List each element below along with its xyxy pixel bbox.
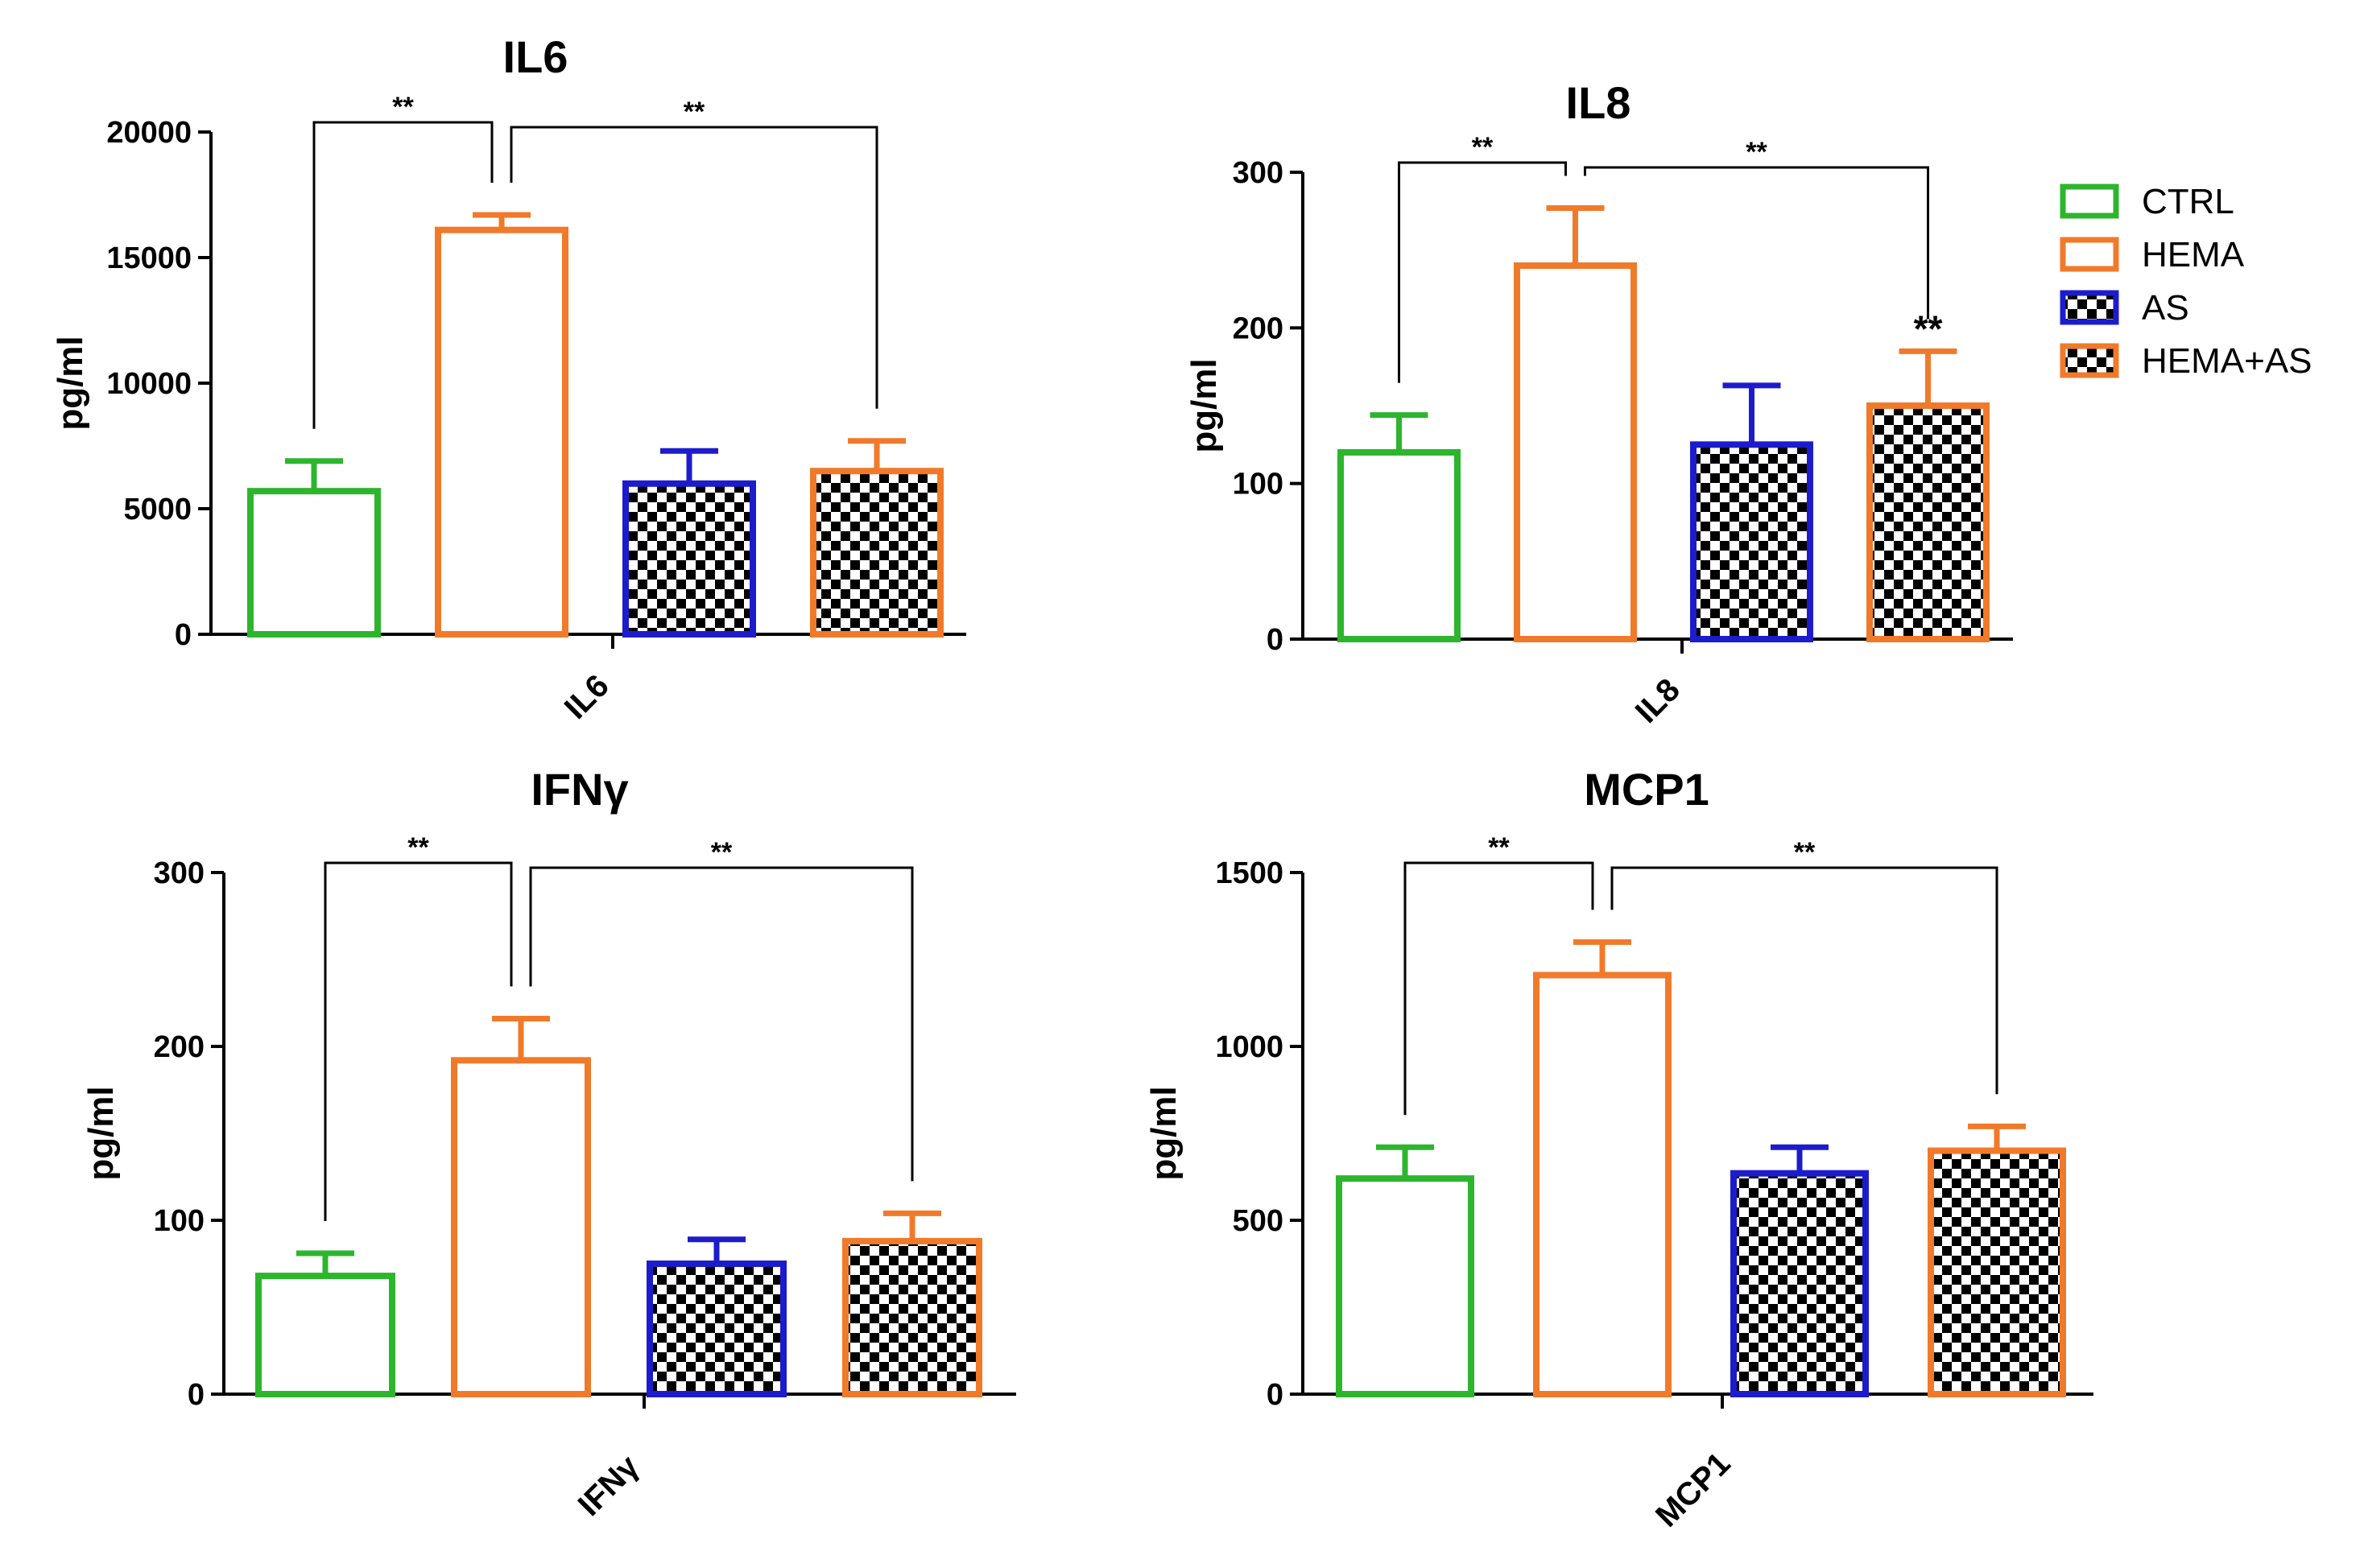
x-category-label: IL6 [558, 668, 616, 726]
chart-panel-3: IFNγ pg/ml 0 100 200 300 IFNγ ** ** [81, 764, 1016, 1523]
significance-label: ** [1794, 837, 1816, 868]
significance-label: ** [1488, 832, 1510, 863]
y-tick-label: 300 [154, 856, 205, 890]
significance-label: ** [1746, 137, 1767, 167]
bar-hema-as [810, 468, 944, 638]
y-axis-label: pg/ml [1184, 358, 1224, 452]
bar-hema [1514, 262, 1637, 642]
bar-ctrl [255, 1273, 395, 1397]
y-tick-label: 1500 [1215, 856, 1283, 890]
bar-as [647, 1261, 787, 1397]
significance-bracket [1403, 861, 1594, 1116]
bar-hema [451, 1057, 591, 1398]
bar-hema [1533, 972, 1672, 1397]
bar-hema-as [1928, 1147, 2066, 1397]
significance-bracket [1398, 161, 1567, 383]
x-category-label: MCP1 [1649, 1446, 1738, 1534]
significance-bracket [529, 866, 914, 1182]
chart-title: IL8 [1566, 77, 1631, 128]
bar-ctrl [1336, 1175, 1474, 1398]
legend-swatch-hema-as [2060, 343, 2119, 378]
y-tick-label: 500 [1233, 1204, 1283, 1238]
legend-label: CTRL [2142, 182, 2234, 221]
x-category-label: IFNγ [572, 1448, 647, 1523]
chart-title: IL6 [503, 31, 568, 82]
significance-label: ** [407, 832, 429, 863]
bar-as [622, 480, 756, 638]
legend-swatch-hema [2060, 237, 2119, 272]
y-tick-label: 10000 [106, 367, 192, 401]
y-tick-label: 20000 [106, 116, 192, 150]
significance-label: ** [684, 97, 705, 127]
legend: CTRL HEMA AS HEMA+AS [2060, 182, 2312, 381]
bar-as [1730, 1170, 1869, 1398]
significance-bracket [312, 121, 494, 429]
y-axis-label: pg/ml [51, 336, 90, 430]
bar-hema-as [1866, 402, 1990, 642]
chart-title: MCP1 [1584, 764, 1709, 815]
y-tick-label: 100 [154, 1204, 205, 1238]
significance-bracket [324, 861, 513, 1222]
significance-bracket [510, 126, 878, 409]
bar-as [1690, 441, 1813, 642]
legend-swatch-as [2060, 290, 2119, 325]
y-tick-label: 100 [1233, 468, 1283, 501]
chart-panel-4: MCP1 pg/ml 0 500 1000 1500 MCP1 ** ** [1144, 764, 2093, 1534]
bar-ctrl [247, 488, 381, 638]
y-tick-label: 0 [1267, 623, 1283, 657]
legend-label: HEMA+AS [2142, 341, 2312, 381]
chart-panel-1: IL6 pg/ml 0 5000 10000 15000 20000 IL6 ** ** [51, 31, 966, 726]
legend-label: HEMA [2142, 235, 2245, 274]
y-tick-label: 200 [154, 1030, 205, 1064]
bar-ctrl [1337, 449, 1461, 642]
y-tick-label: 300 [1233, 156, 1283, 190]
chart-title: IFNγ [531, 764, 628, 815]
y-tick-label: 0 [175, 618, 192, 652]
significance-bracket [1584, 166, 1929, 320]
significance-bracket [1610, 866, 1998, 1095]
significance-label: ** [711, 837, 733, 868]
bar-hema [435, 226, 568, 638]
y-tick-label: 1000 [1215, 1030, 1283, 1064]
y-tick-label: 0 [188, 1378, 205, 1412]
bar-hema-as [842, 1237, 982, 1398]
y-tick-label: 0 [1267, 1378, 1283, 1412]
y-axis-label: pg/ml [1144, 1086, 1184, 1180]
x-category-label: IL8 [1629, 672, 1687, 730]
y-axis-label: pg/ml [81, 1086, 121, 1180]
significance-label: ** [1472, 132, 1494, 163]
significance-label: ** [392, 92, 414, 122]
legend-label: AS [2142, 288, 2189, 328]
y-tick-label: 15000 [106, 241, 192, 275]
legend-swatch-ctrl [2060, 184, 2119, 219]
y-tick-label: 200 [1233, 312, 1283, 345]
y-tick-label: 5000 [123, 493, 192, 526]
